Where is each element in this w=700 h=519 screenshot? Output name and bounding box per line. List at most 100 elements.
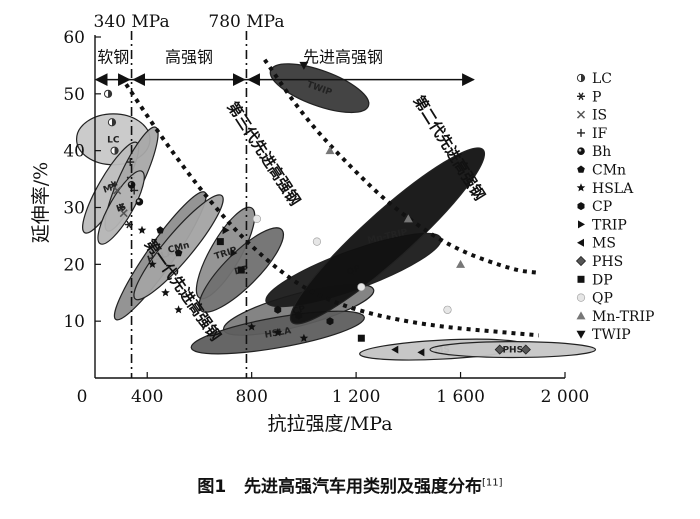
legend-label: CP	[592, 199, 612, 215]
data-point-qp	[443, 305, 452, 314]
data-point-qp	[252, 214, 261, 223]
data-point-cp	[326, 317, 334, 326]
legend-symbol	[576, 293, 586, 302]
y-tick-label: 60	[63, 28, 85, 48]
data-point-trip	[230, 248, 238, 257]
data-point-lc	[107, 118, 117, 127]
legend-label: MS	[592, 236, 616, 252]
data-point-cp	[274, 305, 282, 314]
legend-symbol	[577, 202, 585, 211]
legend-label: P	[592, 89, 601, 105]
y-axis-title: 延伸率/%	[30, 162, 52, 243]
data-point-mn-trip	[403, 214, 413, 223]
legend-label: LC	[592, 71, 612, 87]
legend-label: PHS	[592, 254, 623, 270]
x-tick-label: 1 600	[436, 387, 485, 407]
data-point-cmn	[174, 249, 183, 257]
legend-symbol	[576, 73, 586, 83]
legend-item-twip: TWIP	[576, 327, 631, 343]
y-tick-label: 50	[63, 85, 85, 105]
legend-item-cmn: CMn	[577, 163, 626, 179]
strength-boundary-label: 780 MPa	[208, 12, 284, 32]
x-origin-label: 0	[77, 387, 88, 407]
legend-symbol	[575, 255, 587, 267]
region-ellipse-phs	[429, 341, 597, 359]
caption-label: 图1	[197, 477, 227, 497]
data-point-bh	[135, 198, 144, 206]
region-ellipse-cmn	[133, 194, 224, 301]
data-point-phs	[494, 344, 505, 355]
legend-label: IF	[592, 126, 608, 142]
data-point-dp	[237, 266, 245, 274]
legend-symbol	[577, 238, 584, 247]
x-tick-label: 800	[235, 387, 267, 407]
data-point-mn-trip	[456, 259, 466, 268]
legend-symbol	[577, 128, 585, 137]
legend-item-bh: Bh	[577, 144, 611, 160]
y-tick-label: 40	[63, 142, 85, 162]
y-tick-label: 30	[63, 199, 85, 219]
x-tick-label: 1 200	[332, 387, 381, 407]
legend-item-trip: TRIP	[578, 217, 627, 233]
legend-item-lc: LC	[576, 71, 612, 87]
data-point-cmn	[156, 226, 165, 234]
data-point-hsla	[148, 259, 157, 268]
legend-symbol	[577, 147, 585, 155]
legend-label: Mn-TRIP	[592, 309, 654, 325]
legend-label: Bh	[592, 144, 611, 160]
data-point-ms	[417, 348, 425, 357]
caption-text: 先进高强汽车用类别及强度分布	[244, 477, 483, 497]
legend-label: HSLA	[592, 181, 634, 197]
data-point-trip	[222, 226, 230, 235]
data-point-hsla	[174, 305, 183, 314]
generation-boundary-curve	[263, 58, 540, 275]
x-tick-label: 2 000	[541, 387, 590, 407]
region-label: LC	[107, 135, 120, 145]
caption-ref: [11]	[482, 477, 503, 489]
legend-label: QP	[592, 291, 613, 307]
data-point-hsla	[273, 328, 283, 337]
data-point-hsla	[137, 225, 147, 234]
region-label: PHS	[502, 346, 523, 356]
data-point-phs	[520, 344, 531, 355]
x-axis-title: 抗拉强度/MPa	[267, 413, 392, 435]
y-tick-label: 10	[63, 312, 85, 332]
zone-label: 先进高强钢	[303, 48, 383, 67]
generation-boundary-curve	[119, 75, 540, 338]
data-point-is	[119, 209, 128, 218]
figure-caption: 图1 先进高强汽车用类别及强度分布[11]	[0, 472, 700, 497]
data-point-dp	[357, 334, 365, 342]
legend-item-mn-trip: Mn-TRIP	[576, 309, 654, 325]
legend-label: TRIP	[592, 217, 627, 233]
data-point-lc	[103, 89, 113, 98]
legend-symbol	[577, 92, 585, 101]
legend-label: TWIP	[592, 327, 631, 343]
legend-label: CMn	[592, 163, 626, 179]
data-point-p	[117, 203, 126, 212]
data-point-qp	[357, 282, 366, 292]
strength-boundary-label: 340 MPa	[94, 12, 170, 32]
legend-item-cp: CP	[577, 199, 612, 215]
data-point-cp	[295, 311, 303, 320]
legend-item-is: IS	[576, 108, 607, 124]
legend-symbol	[576, 311, 586, 320]
legend-item-hsla: HSLA	[576, 181, 634, 197]
legend-symbol	[576, 330, 586, 339]
legend-label: IS	[592, 108, 607, 124]
y-tick-label: 20	[63, 255, 85, 275]
data-point-qp	[312, 237, 322, 246]
chart: LCMSIFISHSLACMnTRIPDPCPHSLAQPMn-TRIPTWIP…	[30, 12, 654, 435]
region-ellipse-mn-trip	[289, 147, 486, 325]
legend-item-ms: MS	[577, 236, 616, 252]
legend-item-dp: DP	[577, 272, 613, 288]
legend-item-qp: QP	[576, 291, 613, 307]
generation-label: 第三代先进高强钢	[223, 98, 303, 208]
data-point-hsla	[247, 322, 256, 331]
legend-symbol	[576, 110, 586, 119]
legend-label: DP	[592, 272, 613, 288]
data-point-hsla	[299, 333, 309, 342]
data-point-dp	[216, 238, 224, 246]
x-tick-label: 400	[131, 387, 163, 407]
legend-symbol	[576, 183, 586, 192]
legend-item-phs: PHS	[575, 254, 623, 270]
